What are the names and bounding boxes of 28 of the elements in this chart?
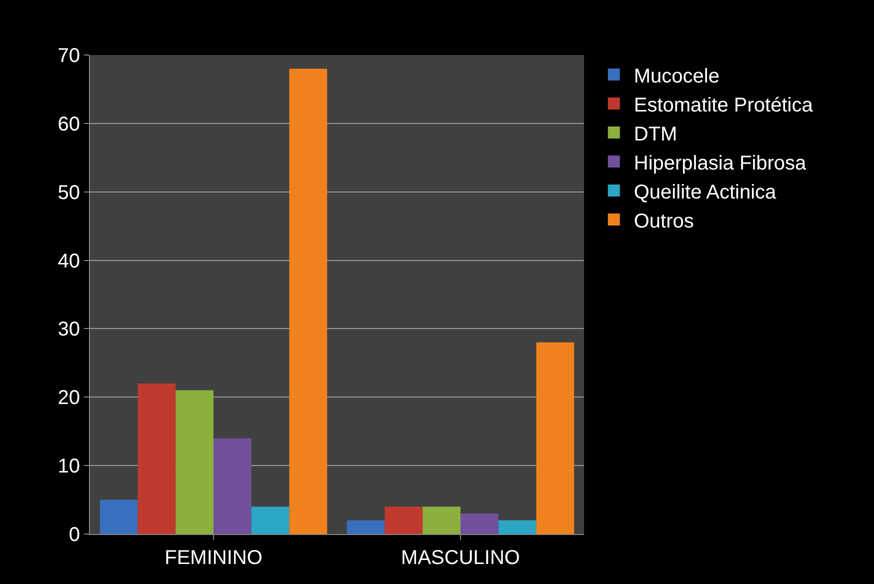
bar (498, 520, 536, 534)
legend-label: Outros (634, 210, 694, 232)
x-tick-label: MASCULINO (401, 547, 520, 569)
y-tick-label: 10 (58, 456, 80, 478)
bar (100, 500, 138, 534)
legend-label: DTM (634, 123, 678, 146)
x-tick-label: FEMININO (164, 547, 262, 569)
bar (289, 68, 328, 534)
y-tick-label: 40 (58, 250, 80, 272)
y-tick-label: 50 (58, 182, 80, 204)
y-tick-label: 60 (58, 113, 80, 136)
legend-label: Estomatite Protética (634, 94, 814, 116)
bar (346, 520, 385, 534)
bar (176, 390, 214, 534)
legend-label: Queilite Actinica (634, 181, 778, 204)
bar (384, 506, 423, 534)
legend-label: Hiperplasia Fibrosa (634, 152, 808, 174)
bar (138, 383, 176, 534)
y-tick-label: 20 (58, 387, 80, 410)
bar (460, 513, 498, 534)
bar (422, 506, 460, 534)
y-tick-label: 70 (58, 45, 80, 67)
bar (536, 342, 574, 534)
bar (251, 506, 290, 534)
bar (214, 438, 252, 534)
y-tick-label: 0 (68, 524, 80, 546)
y-tick-label: 30 (58, 318, 80, 341)
legend-label: Mucocele (634, 65, 720, 88)
